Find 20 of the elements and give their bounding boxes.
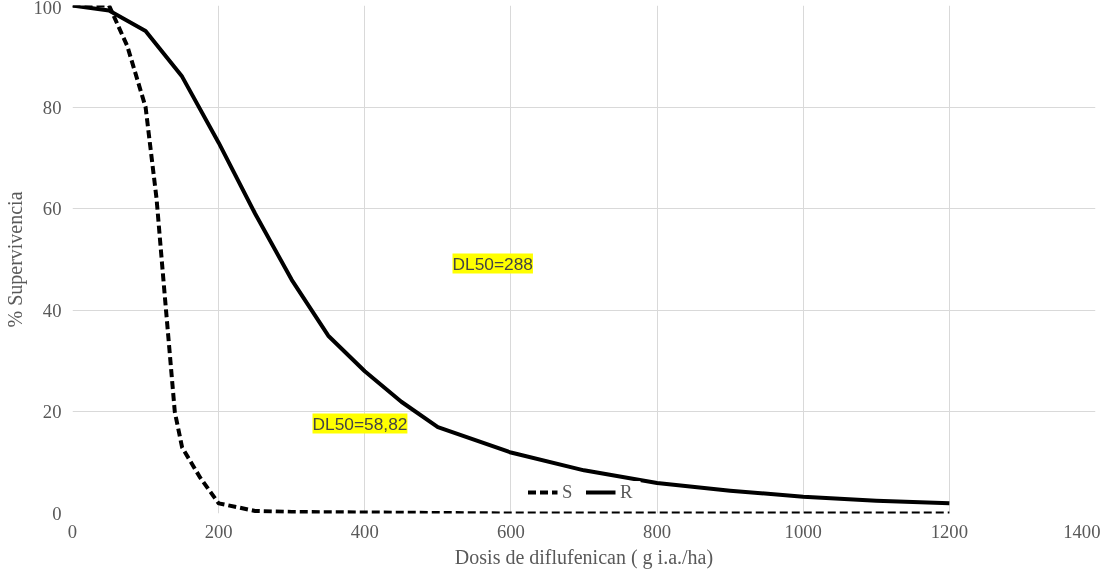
x-tick-label: 0 <box>67 520 78 542</box>
x-tick-label: 200 <box>204 520 233 542</box>
x-tick-label: 1000 <box>784 520 822 542</box>
legend-label: R <box>620 481 634 503</box>
annotation: DL50=58,82 <box>312 413 408 434</box>
y-tick-label: 80 <box>42 96 62 118</box>
x-tick-label: 1400 <box>1063 520 1101 542</box>
x-tick-label: 800 <box>643 520 672 542</box>
x-tick-label: 600 <box>496 520 525 542</box>
y-tick-label: 100 <box>33 0 62 18</box>
y-tick-label: 40 <box>42 299 62 321</box>
y-tick-label: 20 <box>42 401 62 423</box>
x-tick-label: 1200 <box>930 520 969 542</box>
annotation: DL50=288 <box>452 253 533 274</box>
x-tick-label: 400 <box>350 520 379 542</box>
y-tick-label: 60 <box>42 198 62 220</box>
legend-label: S <box>562 481 574 503</box>
y-axis-title: % Supervivencia <box>3 191 27 328</box>
x-axis-title: Dosis de diflufenican ( g i.a./ha) <box>454 545 714 569</box>
y-tick-label: 0 <box>52 503 62 524</box>
